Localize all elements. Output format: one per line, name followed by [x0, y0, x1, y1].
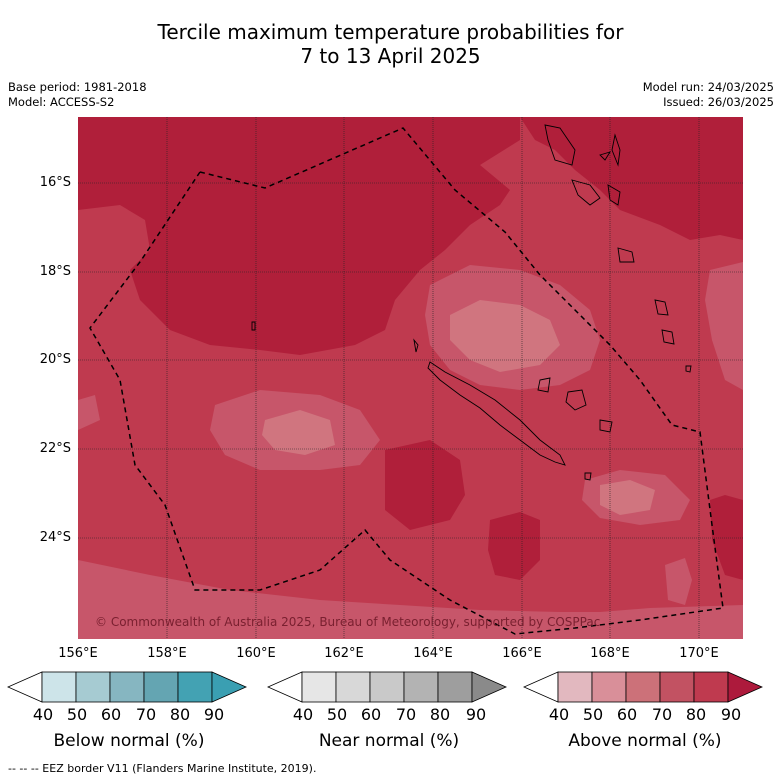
colorbar-near-segment	[403, 671, 439, 703]
colorbar-tick: 60	[616, 705, 638, 724]
colorbar-below-segment	[75, 671, 111, 703]
colorbar-tick: 70	[395, 705, 417, 724]
map-fill-layer	[78, 117, 743, 639]
colorbar-above-min-arrow	[523, 671, 559, 703]
map-title-line2: 7 to 13 April 2025	[300, 44, 481, 68]
colorbar-tick: 50	[582, 705, 604, 724]
colorbar-tick: 60	[360, 705, 382, 724]
base-period: Base period: 1981-2018	[8, 80, 147, 94]
lon-label: 170°E	[679, 646, 719, 661]
colorbar-tick: 70	[651, 705, 673, 724]
copyright-text: © Commonwealth of Australia 2025, Bureau…	[95, 615, 600, 629]
colorbar-tick: 80	[429, 705, 451, 724]
colorbar-tick: 70	[135, 705, 157, 724]
model-name: Model: ACCESS-S2	[8, 95, 115, 109]
colorbar-tick: 90	[720, 705, 742, 724]
lon-label: 164°E	[413, 646, 453, 661]
colorbar-near-label: Near normal (%)	[318, 731, 460, 751]
issued-date: Issued: 26/03/2025	[663, 95, 774, 109]
colorbar-tick: 90	[465, 705, 487, 724]
eez-legend-footer: -- -- -- EEZ border V11 (Flanders Marine…	[8, 762, 317, 775]
lat-label: 18°S	[39, 264, 71, 279]
loyalty-islands	[537, 377, 613, 433]
region-medium-westedge	[78, 395, 100, 430]
eez-border	[89, 127, 724, 635]
colorbar-tick: 40	[32, 705, 54, 724]
colorbar-near-segment	[335, 671, 371, 703]
colorbar-above-segment	[591, 671, 627, 703]
colorbar-near-min-arrow	[267, 671, 303, 703]
colorbar-below-min-arrow	[7, 671, 43, 703]
colorbar-above-label: Above normal (%)	[568, 731, 722, 751]
colorbar-above-max-arrow	[727, 671, 763, 703]
colorbar-below-max-arrow	[211, 671, 247, 703]
graticule	[78, 117, 743, 639]
coastlines	[251, 124, 692, 481]
colorbar-below-segment	[41, 671, 77, 703]
colorbar-tick: 50	[326, 705, 348, 724]
colorbar-near	[267, 671, 507, 703]
region-high-south	[488, 512, 540, 580]
region-high-center-south	[385, 440, 465, 530]
small-islands	[251, 321, 692, 481]
region-low-center	[450, 300, 560, 372]
new-caledonia-coast	[427, 361, 566, 466]
colorbar-near-segment	[301, 671, 337, 703]
colorbar-near-segment	[369, 671, 405, 703]
colorbar-above	[523, 671, 763, 703]
lon-label: 166°E	[502, 646, 542, 661]
colorbar-below-label: Below normal (%)	[53, 731, 205, 751]
colorbar-near-max-arrow	[471, 671, 507, 703]
region-medium-southwest	[78, 560, 743, 639]
colorbar-below-segment	[177, 671, 213, 703]
colorbar-tick: 80	[169, 705, 191, 724]
lat-label: 24°S	[39, 530, 71, 545]
region-high-northwest	[78, 117, 520, 355]
vanuatu-islands	[544, 124, 675, 345]
region-medium-east	[705, 262, 743, 390]
colorbar-tick: 40	[292, 705, 314, 724]
colorbar-tick: 80	[685, 705, 707, 724]
region-high-northeast	[520, 117, 743, 240]
region-medium-south-east-small	[665, 558, 692, 605]
lat-label: 16°S	[39, 175, 71, 190]
lon-label: 160°E	[236, 646, 276, 661]
colorbar-near-segment	[437, 671, 473, 703]
colorbar-above-segment	[557, 671, 593, 703]
map-title-line1: Tercile maximum temperature probabilitie…	[157, 20, 624, 44]
region-high-east	[710, 495, 743, 580]
colorbar-tick: 90	[203, 705, 225, 724]
colorbar-tick: 60	[100, 705, 122, 724]
lon-label: 156°E	[58, 646, 98, 661]
lon-label: 168°E	[590, 646, 630, 661]
lon-label: 158°E	[147, 646, 187, 661]
colorbar-tick: 40	[548, 705, 570, 724]
colorbar-below-segment	[109, 671, 145, 703]
colorbar-above-segment	[625, 671, 661, 703]
colorbar-tick: 50	[66, 705, 88, 724]
region-low-southeast	[600, 480, 655, 515]
colorbar-below	[7, 671, 247, 703]
colorbar-above-segment	[693, 671, 729, 703]
lat-label: 20°S	[39, 352, 71, 367]
model-run: Model run: 24/03/2025	[642, 80, 774, 94]
region-low-west	[262, 410, 335, 455]
lat-label: 22°S	[39, 441, 71, 456]
colorbar-above-segment	[659, 671, 695, 703]
lon-label: 162°E	[324, 646, 364, 661]
colorbar-below-segment	[143, 671, 179, 703]
